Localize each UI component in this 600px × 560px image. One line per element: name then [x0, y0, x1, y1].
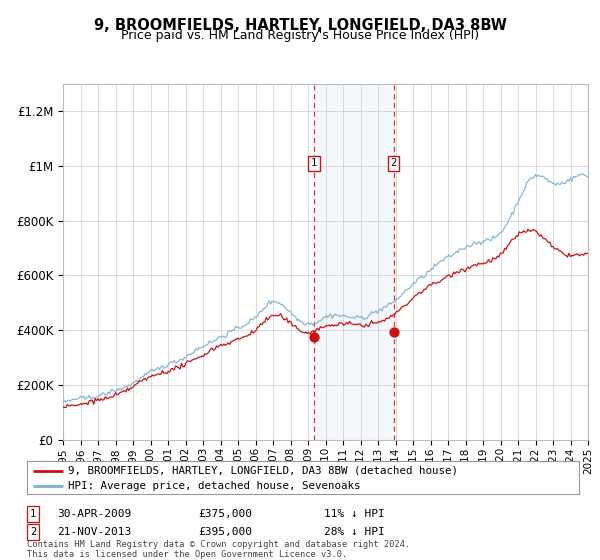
- Text: £375,000: £375,000: [198, 509, 252, 519]
- Text: 21-NOV-2013: 21-NOV-2013: [57, 527, 131, 537]
- Text: Price paid vs. HM Land Registry's House Price Index (HPI): Price paid vs. HM Land Registry's House …: [121, 29, 479, 42]
- Text: 28% ↓ HPI: 28% ↓ HPI: [324, 527, 385, 537]
- Text: HPI: Average price, detached house, Sevenoaks: HPI: Average price, detached house, Seve…: [68, 481, 361, 491]
- Text: 1: 1: [30, 509, 36, 519]
- Text: £395,000: £395,000: [198, 527, 252, 537]
- Text: 30-APR-2009: 30-APR-2009: [57, 509, 131, 519]
- Text: 11% ↓ HPI: 11% ↓ HPI: [324, 509, 385, 519]
- Text: 9, BROOMFIELDS, HARTLEY, LONGFIELD, DA3 8BW (detached house): 9, BROOMFIELDS, HARTLEY, LONGFIELD, DA3 …: [68, 465, 458, 475]
- Text: Contains HM Land Registry data © Crown copyright and database right 2024.
This d: Contains HM Land Registry data © Crown c…: [27, 540, 410, 559]
- Text: 9, BROOMFIELDS, HARTLEY, LONGFIELD, DA3 8BW: 9, BROOMFIELDS, HARTLEY, LONGFIELD, DA3 …: [94, 18, 506, 33]
- Point: [389, 327, 398, 336]
- Point: [309, 333, 319, 342]
- Text: 2: 2: [30, 527, 36, 537]
- Text: 1: 1: [311, 158, 317, 169]
- Text: 2: 2: [391, 158, 397, 169]
- Bar: [314, 84, 394, 440]
